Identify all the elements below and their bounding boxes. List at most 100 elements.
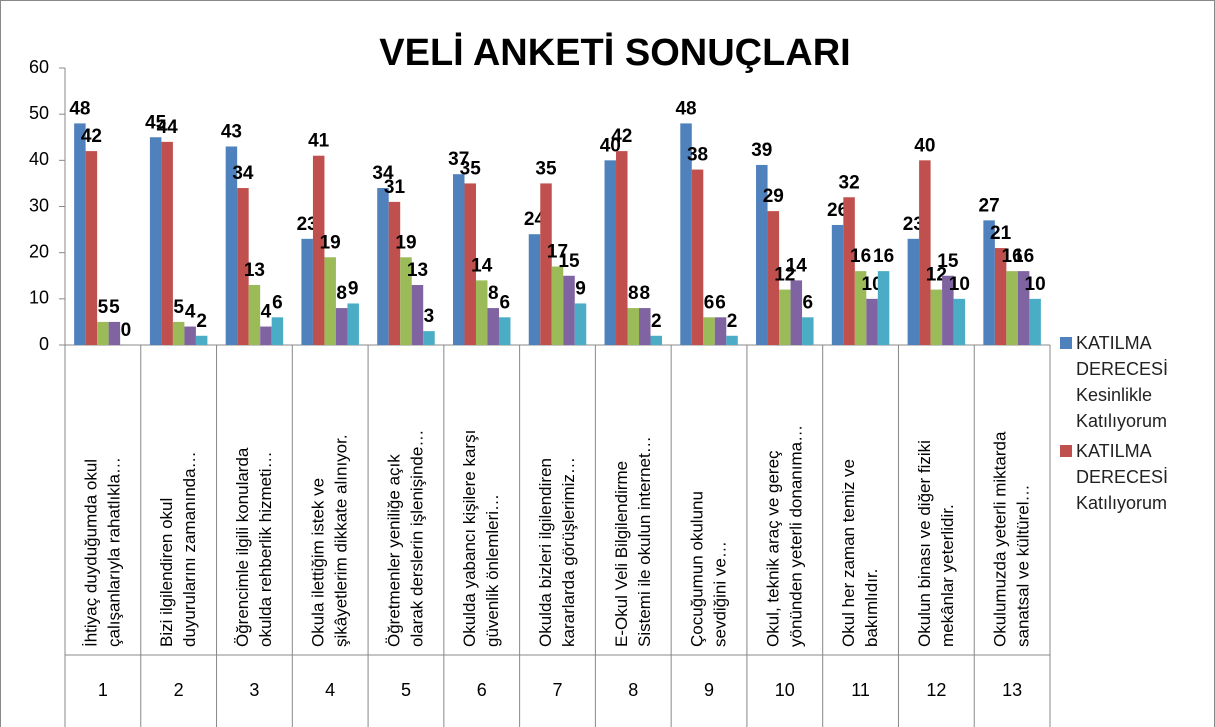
x-tick-label: Sistemi ile okulun internet… [635,436,654,647]
bar [464,183,476,345]
group-label: 7 [552,680,562,700]
y-tick-label: 0 [39,334,49,354]
data-label: 5 [98,297,109,318]
bar [703,317,715,345]
bar [953,298,966,345]
data-label: 48 [675,98,696,119]
data-label: 19 [320,232,341,253]
legend-swatch [1060,337,1072,349]
bar [1006,271,1018,345]
bar [335,308,348,345]
bar [942,275,954,345]
data-label: 16 [1013,246,1034,267]
data-label: 37 [448,149,469,170]
data-label: 34 [372,163,394,184]
data-label: 8 [488,283,499,304]
x-tick-label: bakımlıdır. [862,569,881,647]
data-label: 43 [221,121,242,142]
data-label: 10 [862,274,883,295]
data-label: 8 [639,283,650,304]
data-label: 8 [336,283,347,304]
x-tick-label: Öğretmenler yeniliğe açık [384,454,403,647]
group-label: 6 [477,680,487,700]
x-tick-label: mekânlar yeterlidir. [938,504,957,647]
data-label: 6 [704,292,715,313]
data-label: 15 [558,251,580,272]
data-label: 17 [547,242,568,263]
data-label: 10 [1025,274,1046,295]
data-label: 5 [109,297,120,318]
bar [324,257,336,345]
data-label: 13 [407,260,428,281]
data-label: 6 [272,292,283,313]
data-label: 12 [926,265,947,286]
group-label: 1 [98,680,108,700]
data-label: 0 [121,320,132,341]
data-label: 6 [803,292,814,313]
data-label: 27 [979,195,1000,216]
x-tick-label: sevdiğini ve… [711,541,730,647]
x-tick-label: sanatsal ve kültürel… [1014,484,1033,647]
x-tick-label: İhtiyaç duyduğumda okul [81,459,100,647]
bar [498,317,511,345]
bar [260,326,272,345]
bar [563,275,575,345]
data-label: 2 [651,311,662,332]
bar [195,335,208,345]
data-label: 23 [297,214,318,235]
bar [854,271,867,345]
bar [74,123,86,346]
bar [540,183,552,345]
group-label: 9 [704,680,714,700]
bar [551,266,564,345]
bar [616,151,628,345]
x-tick-label: güvenlik önlemleri… [483,494,502,647]
bar [866,298,878,345]
x-tick-label: Okula ilettiğim istek ve [309,478,328,647]
x-tick-label: Okulda bizleri ilgilendiren [536,458,555,647]
data-label: 41 [308,131,330,152]
data-label: 16 [850,246,871,267]
x-tick-label: Öğrencimle ilgili konularda [233,447,252,647]
x-tick-label: Okul, teknik araç ve gereç [763,450,782,647]
data-label: 32 [839,172,860,193]
bar [574,303,587,345]
data-label: 48 [69,98,90,119]
x-tick-label: Okulda yabancı kişilere karşı [460,430,479,647]
data-label: 9 [348,278,359,299]
bar [691,169,704,345]
data-label: 38 [687,145,708,166]
data-label: 2 [196,311,207,332]
bar [108,321,121,345]
x-tick-label: olarak derslerin işlenişinde… [407,430,426,647]
data-label: 31 [384,177,406,198]
bar [767,211,780,345]
bar [452,174,465,345]
group-label: 8 [628,680,638,700]
bar [930,289,943,345]
bar [475,280,488,345]
data-label: 16 [1002,246,1023,267]
bar [790,280,803,345]
x-tick-label: Okul her zaman temiz ve [839,459,858,647]
data-label: 26 [827,200,848,221]
x-tick-label: Bizi ilgilendiren okul [157,498,176,647]
data-label: 35 [460,158,482,179]
bar [312,155,325,345]
bar [248,284,261,345]
bar [779,289,791,345]
x-tick-label: Çocuğumun okulunu [688,491,707,647]
data-label: 45 [145,112,167,133]
bar [184,326,196,345]
bar [347,303,359,345]
bar [528,234,541,345]
bar [604,160,617,345]
group-label: 5 [401,680,411,700]
data-label: 12 [774,265,795,286]
data-label: 9 [575,278,586,299]
bar [423,331,435,345]
group-label: 13 [1002,680,1022,700]
data-label: 5 [173,297,184,318]
bar [831,224,844,345]
